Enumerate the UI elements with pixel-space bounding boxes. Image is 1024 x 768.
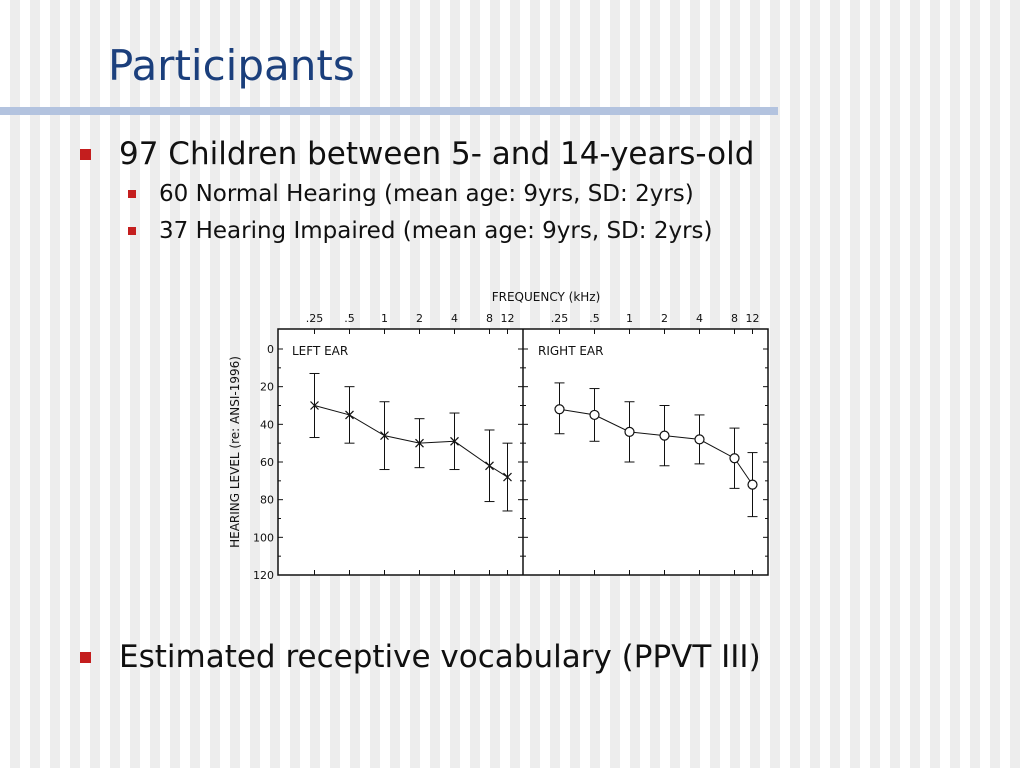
data-point-x xyxy=(415,438,424,448)
slide-title: Participants xyxy=(108,41,355,90)
data-point-o xyxy=(589,409,600,421)
data-point-o xyxy=(729,453,740,464)
data-point-x xyxy=(485,461,494,471)
data-point-o xyxy=(554,404,565,415)
data-point-o xyxy=(694,434,705,445)
data-point-o xyxy=(624,426,635,437)
x-tick-label: 2 xyxy=(661,312,668,325)
bullet-square-icon xyxy=(128,190,136,198)
y-tick-label: 60 xyxy=(260,456,274,469)
bullet-vocabulary: Estimated receptive vocabulary (PPVT III… xyxy=(80,639,761,675)
data-point-x xyxy=(310,401,319,410)
data-point-o xyxy=(659,430,670,441)
x-tick-label: 2 xyxy=(416,312,423,325)
bullet-square-icon xyxy=(128,227,136,235)
bullet-square-icon xyxy=(80,651,91,663)
bullet-text: Estimated receptive vocabulary (PPVT III… xyxy=(119,639,761,675)
bullet-text: 97 Children between 5- and 14-years-old xyxy=(119,136,755,172)
panel-label: LEFT EAR xyxy=(292,344,348,358)
y-tick-label: 20 xyxy=(260,381,274,394)
x-tick-label: .5 xyxy=(589,312,600,325)
y-axis-label: HEARING LEVEL (re: ANSI-1996) xyxy=(228,356,242,548)
x-tick-label: 12 xyxy=(501,312,515,325)
bullet-square-icon xyxy=(80,148,91,160)
y-tick-label: 40 xyxy=(260,418,274,431)
data-point-o xyxy=(747,479,758,490)
y-tick-label: 100 xyxy=(253,531,274,544)
audiogram-chart: FREQUENCY (kHz) HEARING LEVEL (re: ANSI-… xyxy=(228,290,769,582)
x-tick-label: .25 xyxy=(551,312,569,325)
x-tick-label: 8 xyxy=(731,312,738,325)
x-tick-label: .5 xyxy=(344,312,355,325)
data-point-x xyxy=(345,410,354,420)
x-tick-label: 8 xyxy=(486,312,493,325)
bullet-hearing-impaired: 37 Hearing Impaired (mean age: 9yrs, SD:… xyxy=(128,218,712,244)
y-tick-label: 0 xyxy=(267,343,274,356)
data-point-x xyxy=(380,431,389,441)
bullet-children: 97 Children between 5- and 14-years-old xyxy=(80,136,754,172)
data-point-x xyxy=(503,472,512,482)
x-tick-label: 12 xyxy=(746,312,760,325)
x-tick-label: 1 xyxy=(381,312,388,325)
data-point-x xyxy=(450,436,459,446)
x-tick-label: 4 xyxy=(696,312,703,325)
y-tick-label: 120 xyxy=(253,569,274,582)
y-tick-label: 80 xyxy=(260,494,274,507)
x-tick-label: .25 xyxy=(306,312,324,325)
bullet-text: 37 Hearing Impaired (mean age: 9yrs, SD:… xyxy=(159,218,713,244)
panel-label: RIGHT EAR xyxy=(538,344,603,358)
x-tick-label: 1 xyxy=(626,312,633,325)
bullet-text: 60 Normal Hearing (mean age: 9yrs, SD: 2… xyxy=(159,181,694,207)
x-tick-label: 4 xyxy=(451,312,458,325)
bullet-normal-hearing: 60 Normal Hearing (mean age: 9yrs, SD: 2… xyxy=(128,181,694,207)
x-axis-title: FREQUENCY (kHz) xyxy=(492,290,601,304)
title-underline xyxy=(0,107,778,115)
